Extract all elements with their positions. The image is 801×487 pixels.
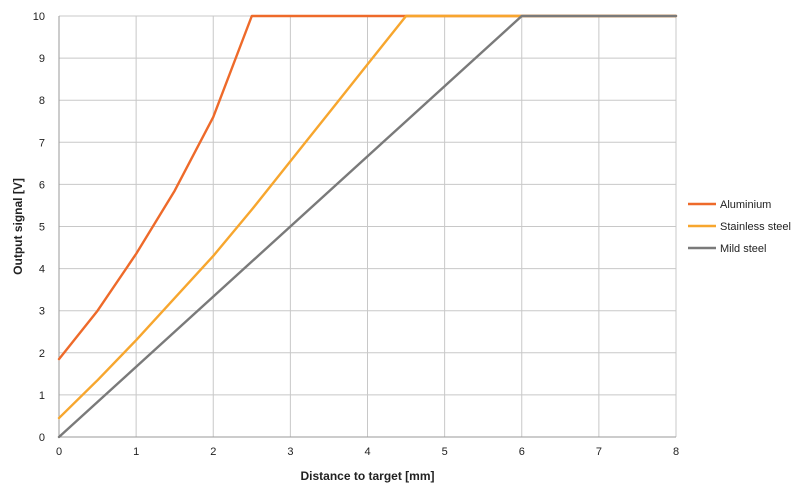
x-tick-label: 3 (287, 446, 293, 458)
tick-labels: 0 1 2 3 4 5 6 7 8 0 1 2 3 4 5 6 7 8 9 10 (33, 11, 679, 458)
y-axis-title: Output signal [V] (11, 178, 25, 275)
legend-label-mild-steel: Mild steel (720, 243, 766, 255)
y-tick-label: 7 (39, 137, 45, 149)
y-tick-label: 10 (33, 11, 45, 23)
x-tick-label: 0 (56, 446, 62, 458)
x-tick-label: 1 (133, 446, 139, 458)
y-tick-label: 9 (39, 53, 45, 65)
x-tick-label: 7 (596, 446, 602, 458)
series-line-mild-steel (57, 14, 678, 439)
x-tick-label: 4 (364, 446, 370, 458)
legend-label-aluminium: Aluminium (720, 199, 771, 211)
series-line-stainless-steel (57, 14, 678, 420)
y-tick-label: 3 (39, 306, 45, 318)
y-tick-label: 4 (39, 264, 45, 276)
x-tick-label: 5 (442, 446, 448, 458)
x-tick-label: 8 (673, 446, 679, 458)
x-tick-label: 2 (210, 446, 216, 458)
axes (58, 16, 676, 438)
series-line-aluminium (57, 14, 678, 361)
series-lines (57, 14, 678, 439)
y-tick-label: 2 (39, 348, 45, 360)
x-axis-title: Distance to target [mm] (300, 469, 434, 483)
y-tick-label: 6 (39, 179, 45, 191)
y-tick-label: 1 (39, 390, 45, 402)
y-tick-label: 5 (39, 222, 45, 234)
y-tick-label: 8 (39, 95, 45, 107)
legend-label-stainless-steel: Stainless steel (720, 221, 791, 233)
y-tick-label: 0 (39, 432, 45, 444)
x-tick-label: 6 (519, 446, 525, 458)
legend: Aluminium Stainless steel Mild steel (688, 199, 791, 255)
